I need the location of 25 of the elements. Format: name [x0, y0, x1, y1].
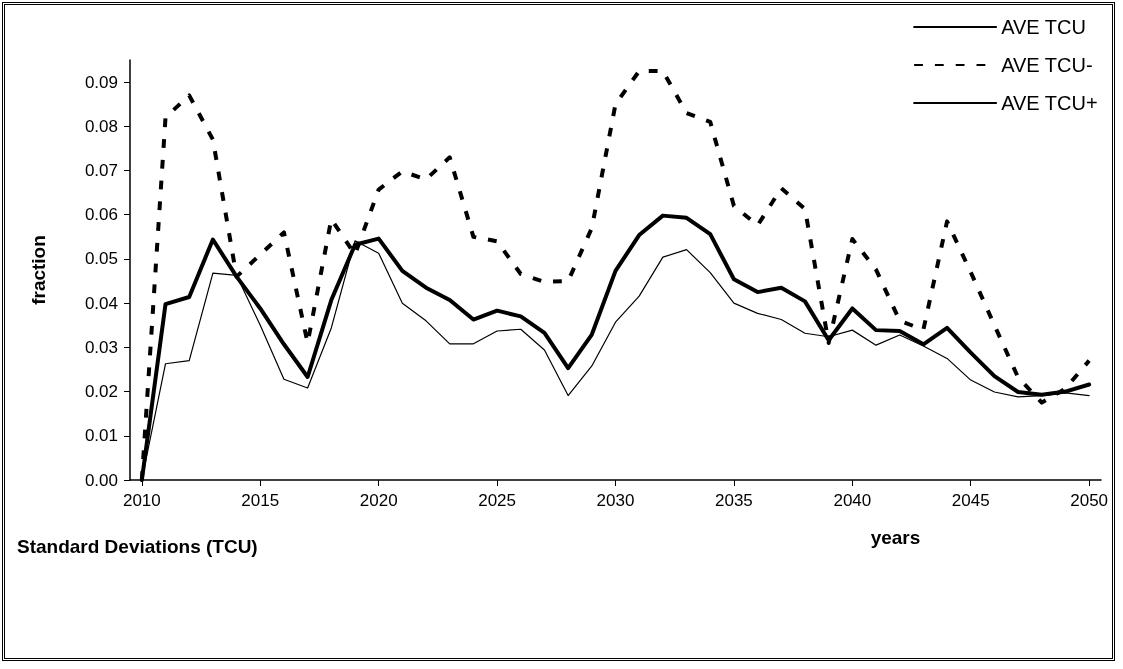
legend-label: AVE TCU-	[1001, 54, 1093, 76]
text: Standard Deviations (TCU)	[17, 536, 258, 557]
x-tick-label: 2010	[122, 491, 161, 510]
y-tick-label: 0.09	[84, 72, 118, 92]
y-tick-label: 0.00	[84, 470, 118, 490]
x-axis-title: years	[870, 527, 921, 548]
x-tick-label: 2035	[715, 491, 753, 510]
x-tick-label: 2030	[596, 491, 635, 510]
y-axis-title: fraction	[28, 235, 49, 305]
y-tick-label: 0.01	[84, 426, 118, 446]
y-tick-label: 0.03	[84, 337, 118, 357]
legend-label: AVE TCU	[1001, 16, 1086, 38]
y-tick-label: 0.02	[84, 382, 118, 402]
y-tick-label: 0.04	[84, 293, 118, 313]
y-tick-label: 0.06	[84, 205, 118, 225]
x-tick-label: 2015	[241, 491, 280, 510]
legend-label: AVE TCU+	[1001, 92, 1098, 114]
y-tick-label: 0.07	[84, 161, 118, 181]
x-tick-label: 2050	[1070, 491, 1109, 510]
x-tick-label: 2040	[833, 491, 872, 510]
x-tick-label: 2025	[478, 491, 516, 510]
x-tick-label: 2020	[359, 491, 398, 510]
x-tick-label: 2045	[951, 491, 990, 510]
y-tick-label: 0.08	[84, 116, 118, 136]
y-tick-label: 0.05	[84, 249, 118, 269]
